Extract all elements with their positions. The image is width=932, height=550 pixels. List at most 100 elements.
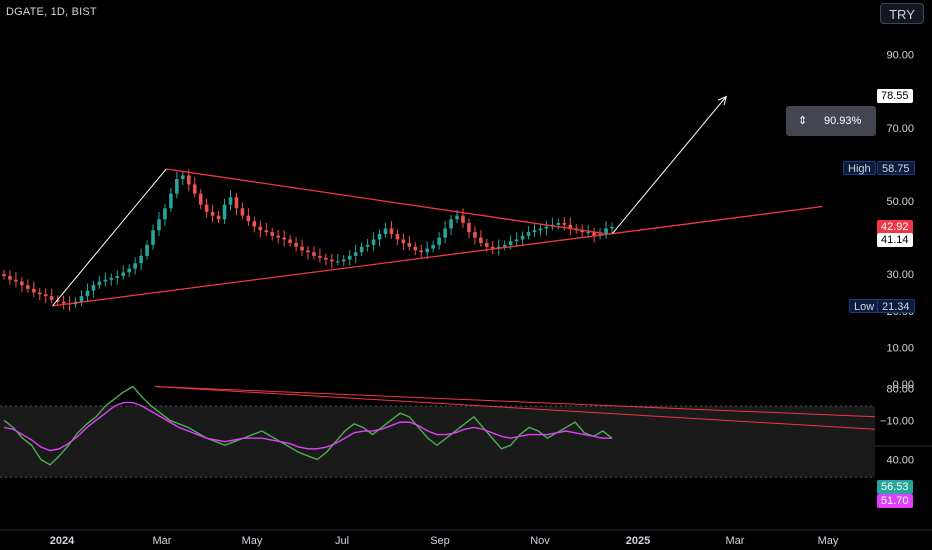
candle-body (198, 193, 203, 205)
candle-body (312, 252, 316, 256)
candle-body (228, 197, 233, 205)
lower-trendline (52, 205, 823, 307)
candle-body (91, 285, 96, 291)
candle-body (389, 228, 394, 234)
candle-body (306, 250, 310, 253)
projection-arrow (612, 96, 727, 234)
low-value: 21.34 (877, 299, 915, 313)
candle-body (43, 294, 48, 297)
candle-body (377, 233, 382, 240)
candle-body (133, 263, 137, 269)
candle-body (365, 244, 370, 247)
candle-body (163, 208, 167, 220)
candle-body (300, 246, 304, 251)
candle-body (85, 290, 90, 297)
candle-body (264, 230, 269, 233)
candle-body (32, 288, 36, 293)
candle-body (568, 224, 573, 229)
candle-body (330, 259, 334, 262)
price-tick-label: 70.00 (886, 123, 914, 135)
candle-body (556, 222, 561, 225)
candle-body (49, 296, 54, 300)
candle-body (204, 204, 209, 212)
candle-body (282, 237, 286, 240)
candle-body (347, 255, 352, 260)
candle-body (359, 246, 364, 253)
symbol-title: DGATE, 1D, BIST (6, 6, 97, 18)
rsi-trendline (154, 386, 876, 430)
candle-body (121, 272, 126, 277)
candle-body (341, 259, 346, 262)
trendline-price-label: 41.14 (877, 233, 913, 247)
candle-body (157, 219, 161, 231)
rsi-trendline (154, 386, 876, 418)
time-tick-label: Mar (153, 535, 172, 547)
candle-body (383, 228, 388, 234)
candle-body (353, 252, 358, 256)
time-tick-label: Sep (430, 535, 450, 547)
candle-body (371, 239, 376, 245)
candle-body (473, 232, 477, 238)
candle-body (246, 215, 251, 222)
candle-body (103, 279, 108, 282)
candle-body (467, 222, 471, 233)
candle-body (479, 237, 483, 244)
candle-body (490, 246, 495, 249)
candle-body (580, 230, 584, 233)
candle-body (449, 219, 453, 229)
candle-body (26, 285, 30, 289)
candle-body (461, 215, 465, 223)
candle-body (413, 246, 418, 251)
candle-body (222, 204, 227, 220)
candle-body (37, 292, 42, 295)
candle-body (175, 179, 179, 194)
time-tick-label: 2024 (50, 535, 75, 547)
candle-body (485, 243, 489, 247)
candle-body (127, 268, 131, 273)
price-tick-label: 10.00 (886, 342, 914, 354)
last-price-label: 42.92 (877, 220, 913, 234)
candle-body (97, 281, 102, 286)
candle-body (169, 193, 173, 209)
candle-body (294, 243, 298, 247)
arrow-head (717, 95, 727, 106)
candle-body (145, 244, 149, 256)
candle-body (532, 230, 537, 233)
price-tick-label: 90.00 (886, 50, 914, 62)
currency-button[interactable]: TRY (880, 3, 924, 24)
range-arrows-icon: ⇕ (798, 115, 808, 127)
rsi-value-label: 56.53 (877, 480, 913, 494)
candle-body (115, 276, 120, 278)
candle-body (514, 239, 519, 242)
rsi-line (3, 385, 613, 466)
candle-body (139, 255, 143, 264)
candle-body (2, 274, 6, 277)
candle-body (288, 239, 292, 244)
time-tick-label: Mar (726, 535, 745, 547)
candle-body (502, 244, 507, 247)
time-tick-label: Jul (335, 535, 349, 547)
candle-body (181, 175, 185, 180)
candle-body (526, 232, 531, 236)
candle-body (258, 226, 263, 231)
candle-body (395, 233, 400, 240)
price-tick-label: 50.00 (886, 196, 914, 208)
time-tick-label: May (242, 535, 263, 547)
candle-body (562, 222, 567, 225)
candle-body (210, 211, 215, 216)
rsi-tick-label: 80.00 (886, 383, 914, 395)
candle-body (443, 228, 447, 238)
candle-body (508, 241, 513, 245)
price-tick-label: 0.00 (893, 379, 914, 391)
candle-body (604, 228, 608, 234)
rsi-ma-label: 51.70 (877, 494, 913, 508)
candle-body (455, 215, 459, 220)
candle-body (586, 232, 590, 234)
time-tick-label: May (818, 535, 839, 547)
candle-body (79, 296, 84, 302)
rsi-band (0, 406, 875, 478)
time-tick-label: Nov (530, 535, 550, 547)
candle-body (216, 215, 221, 220)
upper-trendline (166, 168, 604, 235)
